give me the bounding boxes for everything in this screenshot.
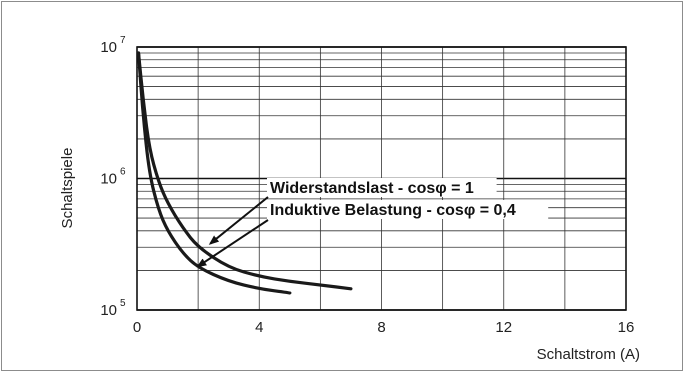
annotation-background xyxy=(267,200,549,219)
y-tick-exponent: 7 xyxy=(120,35,126,46)
annotation-label: Induktive Belastung - cosφ = 0,4 xyxy=(270,202,516,219)
x-tick-label: 16 xyxy=(618,319,635,336)
series-line-2 xyxy=(136,51,292,295)
y-tick-label: 10 xyxy=(100,171,117,188)
x-tick-label: 4 xyxy=(255,319,263,336)
annotation-arrow xyxy=(196,219,269,268)
y-tick-exponent: 5 xyxy=(120,298,126,309)
series-lines xyxy=(136,51,353,295)
annotation-background xyxy=(267,178,497,197)
annotation-label: Widerstandslast - cosφ = 1 xyxy=(270,180,474,197)
x-tick-label: 8 xyxy=(377,319,385,336)
annotation-arrow xyxy=(208,196,269,245)
plot-border xyxy=(136,46,627,311)
x-tick-label: 0 xyxy=(133,319,141,336)
series-line-1 xyxy=(136,51,353,291)
y-axis-label: Schaltspiele xyxy=(59,148,76,229)
y-tick-label: 10 xyxy=(100,302,117,319)
annotations: Widerstandslast - cosφ = 1 Induktive Bela… xyxy=(196,178,549,268)
y-tick-exponent: 6 xyxy=(120,167,126,178)
x-axis-label: Schaltstrom (A) xyxy=(537,346,640,363)
y-tick-label: 10 xyxy=(100,39,117,56)
x-tick-label: 12 xyxy=(495,319,512,336)
